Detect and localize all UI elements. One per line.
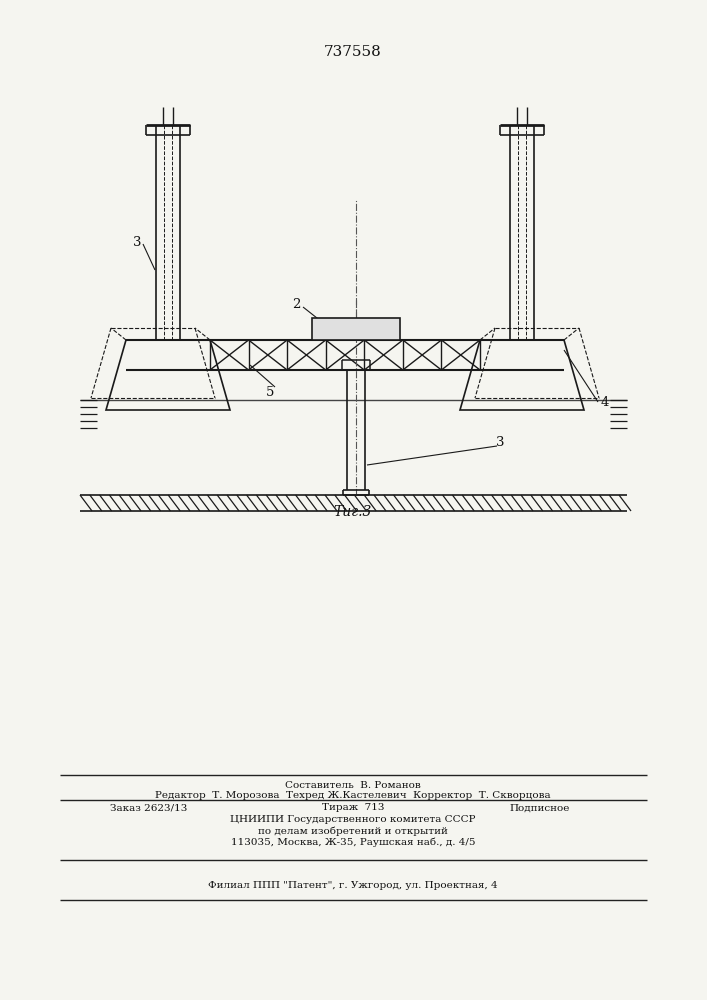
Text: 3: 3 — [496, 436, 504, 448]
Text: по делам изобретений и открытий: по делам изобретений и открытий — [258, 826, 448, 836]
Text: Тираж  713: Тираж 713 — [322, 804, 384, 812]
Text: Составитель  В. Романов: Составитель В. Романов — [285, 780, 421, 790]
Text: 4: 4 — [601, 395, 609, 408]
Text: ЦНИИПИ Государственного комитета СССР: ЦНИИПИ Государственного комитета СССР — [230, 816, 476, 824]
Text: 5: 5 — [266, 385, 274, 398]
Text: 113035, Москва, Ж-35, Раушская наб., д. 4/5: 113035, Москва, Ж-35, Раушская наб., д. … — [230, 837, 475, 847]
Text: Заказ 2623/13: Заказ 2623/13 — [110, 804, 187, 812]
Text: Редактор  Т. Морозова  Техред Ж.Кастелевич  Корректор  Т. Скворцова: Редактор Т. Морозова Техред Ж.Кастелевич… — [156, 792, 551, 800]
Text: Подписное: Подписное — [510, 804, 570, 812]
Text: Филиал ППП "Патент", г. Ужгород, ул. Проектная, 4: Филиал ППП "Патент", г. Ужгород, ул. Про… — [208, 880, 498, 890]
Bar — [312, 318, 400, 340]
Text: Τиг.3: Τиг.3 — [334, 505, 372, 519]
Text: 2: 2 — [292, 298, 300, 312]
Text: 3: 3 — [133, 235, 141, 248]
Text: 737558: 737558 — [324, 45, 382, 59]
